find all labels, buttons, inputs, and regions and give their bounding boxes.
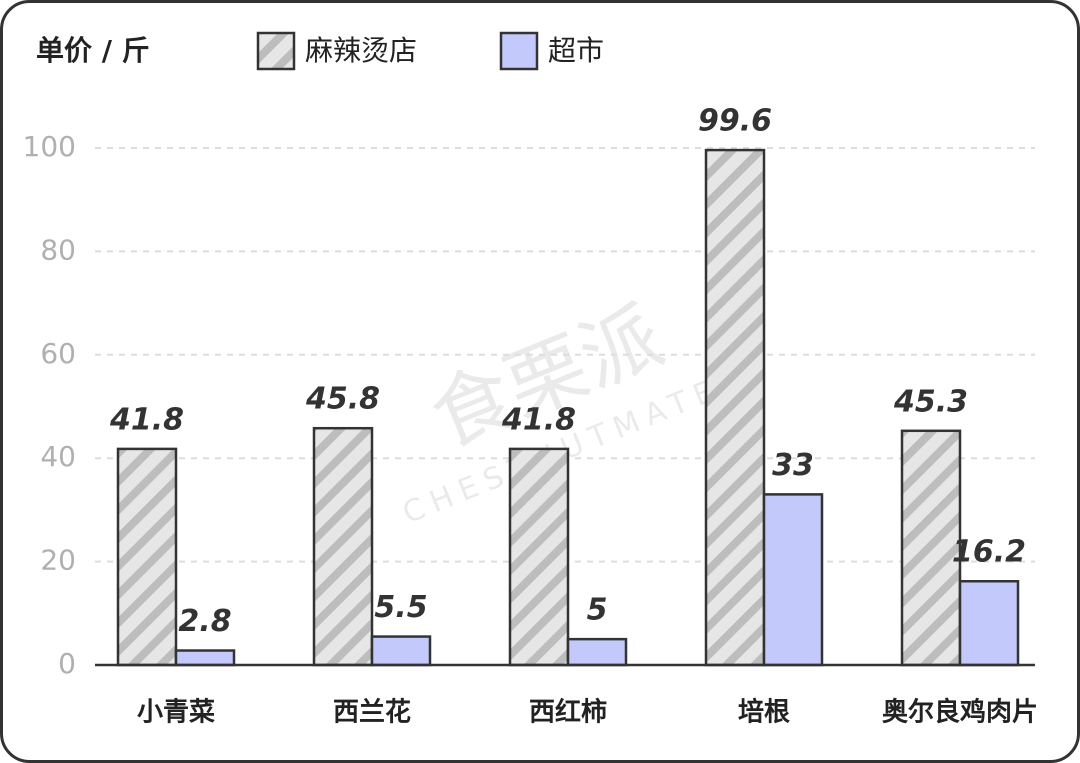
x-tick-label: 西红柿 <box>529 697 607 728</box>
y-tick-label: 40 <box>40 440 76 473</box>
value-label: 45.8 <box>305 382 380 417</box>
value-label: 5.5 <box>374 590 427 625</box>
value-label: 41.8 <box>501 402 576 437</box>
legend-label: 超市 <box>548 34 604 67</box>
bar <box>762 493 824 667</box>
x-tick-label: 培根 <box>738 698 790 728</box>
bar <box>370 635 432 667</box>
value-label: 45.3 <box>893 384 968 419</box>
legend-label: 麻辣烫店 <box>305 34 417 67</box>
value-label: 16.2 <box>952 535 1026 570</box>
bar <box>116 447 178 667</box>
y-axis-label: 单价 / 斤 <box>36 34 150 67</box>
value-label: 33 <box>772 448 814 483</box>
legend-swatch <box>256 31 296 71</box>
value-label: 99.6 <box>698 104 772 139</box>
y-tick-label: 60 <box>40 337 76 370</box>
bar <box>958 579 1020 667</box>
y-tick-label: 20 <box>40 544 76 577</box>
x-tick-label: 小青菜 <box>137 698 215 728</box>
bar <box>566 637 628 667</box>
value-label: 2.8 <box>178 604 231 639</box>
bar <box>312 426 374 667</box>
x-tick-label: 奥尔良鸡肉片 <box>882 697 1038 728</box>
legend-swatch <box>499 31 539 71</box>
bar <box>174 649 236 667</box>
y-tick-label: 0 <box>58 647 76 680</box>
y-tick-label: 80 <box>40 233 76 266</box>
y-tick-label: 100 <box>23 130 76 163</box>
x-tick-label: 西兰花 <box>333 698 411 728</box>
bar <box>704 148 766 667</box>
value-label: 41.8 <box>109 402 184 437</box>
value-label: 5 <box>587 593 608 628</box>
bar <box>508 447 570 667</box>
